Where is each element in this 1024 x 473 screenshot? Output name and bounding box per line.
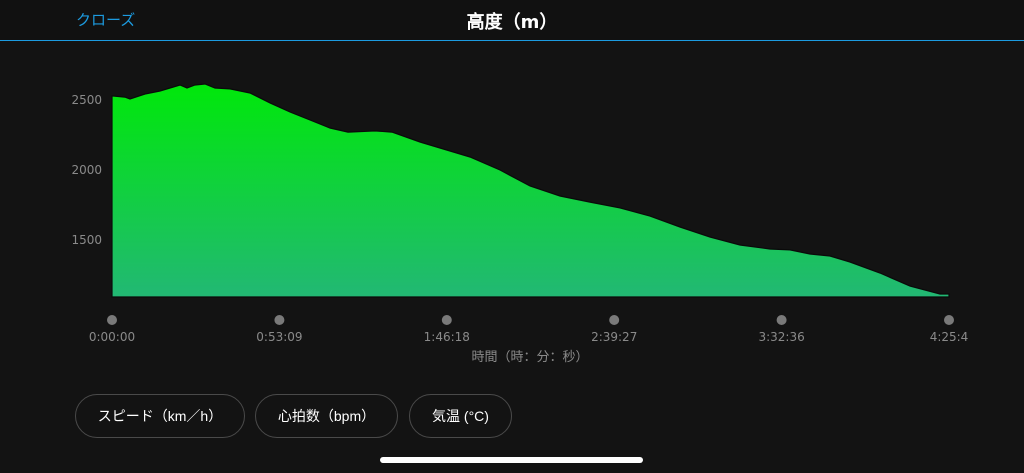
x-tick-marker[interactable] <box>776 315 787 325</box>
x-tick-marker[interactable] <box>274 315 285 325</box>
temperature-button[interactable]: 気温 (°C) <box>409 394 512 438</box>
x-tick-label: 2:39:27 <box>591 330 637 344</box>
x-tick-marker[interactable] <box>441 315 452 325</box>
home-indicator[interactable] <box>380 457 643 463</box>
y-tick-label: 1500 <box>71 233 102 247</box>
speed-button[interactable]: スピード（km／h） <box>75 394 245 438</box>
x-axis-label: 時間（時：分：秒） <box>471 350 589 365</box>
x-tick-label: 3:32:36 <box>758 330 804 344</box>
y-tick-label: 2500 <box>71 93 102 107</box>
x-tick-marker[interactable] <box>107 315 117 325</box>
close-button[interactable]: クローズ <box>76 11 136 29</box>
x-tick-label: 0:00:00 <box>89 330 135 344</box>
heart-rate-button[interactable]: 心拍数（bpm） <box>255 394 398 438</box>
y-tick-label: 2000 <box>71 163 102 177</box>
x-tick-marker[interactable] <box>944 315 954 325</box>
x-tick-label: 0:53:09 <box>256 330 302 344</box>
elevation-area <box>111 83 950 298</box>
page-title: 高度（m） <box>466 12 558 33</box>
x-tick-label: 4:25:4 <box>930 330 969 344</box>
x-tick-label: 1:46:18 <box>424 330 470 344</box>
header-bar: クローズ 高度（m） <box>0 0 1024 41</box>
x-tick-marker[interactable] <box>609 315 620 325</box>
